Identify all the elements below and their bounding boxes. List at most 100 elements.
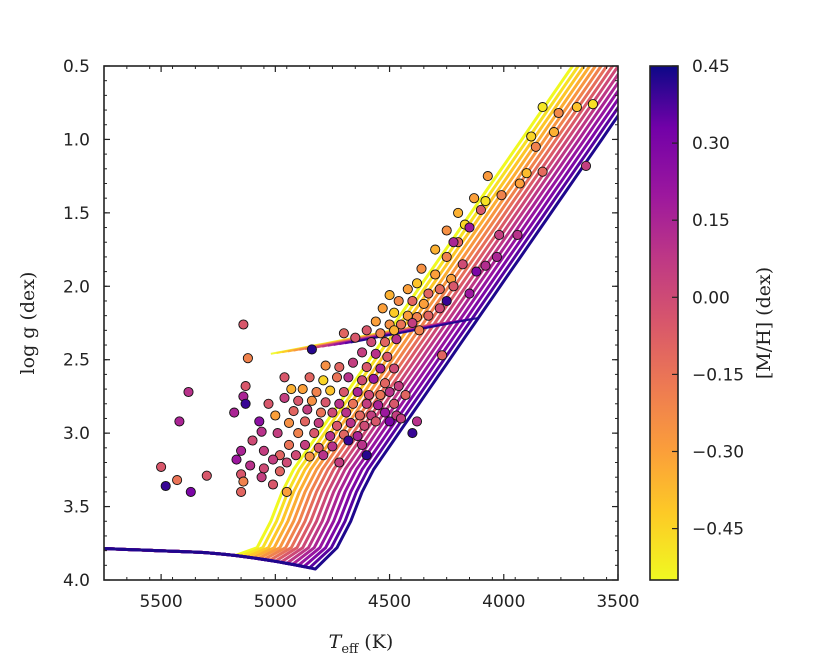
data-point [236, 486, 247, 497]
data-point [375, 328, 386, 339]
data-point [274, 466, 285, 477]
data-point [389, 363, 400, 374]
data-point [361, 362, 372, 373]
data-point [384, 386, 395, 398]
data-point [293, 395, 304, 406]
data-point [494, 229, 505, 240]
isochrone-line [104, 113, 618, 571]
data-point [325, 431, 336, 442]
data-point [416, 263, 427, 274]
data-point [389, 325, 400, 336]
data-point [407, 428, 418, 439]
data-point [437, 350, 448, 361]
data-point [370, 416, 381, 427]
x-tick-label: 4500 [368, 592, 411, 612]
data-point [279, 372, 290, 383]
data-point [430, 269, 441, 280]
data-point [258, 445, 269, 456]
data-point [343, 435, 354, 446]
data-point [331, 420, 343, 431]
data-point [375, 363, 386, 374]
x-tick-label: 4000 [482, 592, 525, 612]
data-point [334, 398, 345, 409]
data-point [402, 284, 413, 295]
data-point [313, 442, 324, 453]
data-point [183, 386, 194, 398]
y-tick-label: 2.5 [63, 351, 90, 371]
data-point [526, 131, 537, 142]
colorbar-ticks: 0.45 0.30 0.15 0.00 −0.15 −0.30 −0.45 [672, 57, 744, 540]
data-point [347, 357, 359, 368]
data-point [338, 386, 349, 398]
data-point [256, 426, 267, 437]
colorbar-tick-label: 0.45 [692, 57, 730, 77]
data-point [315, 407, 327, 418]
data-point [441, 251, 452, 262]
data-point [537, 102, 548, 113]
data-point [304, 372, 315, 383]
y-axis-ticks: 0.5 1.0 1.5 2.0 2.5 3.0 3.5 4.0 [63, 57, 618, 591]
data-point [496, 190, 507, 201]
data-point [411, 278, 423, 289]
data-point [370, 316, 381, 327]
data-point [288, 406, 299, 417]
data-point [354, 410, 365, 421]
x-axis-label-unit: (K) [364, 631, 393, 653]
y-tick-label: 3.5 [63, 498, 90, 518]
colorbar-tick-label: 0.00 [692, 288, 730, 308]
data-point [469, 193, 480, 204]
x-tick-label: 3500 [596, 592, 639, 612]
data-point [240, 398, 251, 409]
data-point [318, 375, 329, 386]
data-point [457, 259, 468, 270]
colorbar-label: [M/H] (dex) [753, 267, 775, 379]
data-point [256, 472, 267, 483]
data-point [281, 457, 292, 468]
data-point [571, 102, 582, 113]
data-point [448, 281, 459, 292]
data-point [201, 470, 212, 481]
data-point [238, 319, 249, 330]
data-point [302, 404, 313, 415]
data-point [379, 407, 391, 418]
data-point [464, 288, 475, 299]
data-point [231, 454, 242, 465]
data-point [229, 407, 240, 418]
data-point [236, 445, 247, 456]
data-point [242, 353, 253, 364]
colorbar-tick-label: −0.45 [692, 520, 744, 540]
data-point [379, 378, 391, 389]
plot-frame [103, 65, 619, 581]
colorbar-tick-label: 0.30 [692, 134, 730, 154]
data-point [361, 325, 372, 336]
y-tick-label: 4.0 [63, 571, 90, 591]
data-point [480, 260, 491, 271]
data-point [411, 416, 423, 427]
data-point [320, 360, 331, 371]
data-point [345, 417, 356, 428]
data-point [270, 410, 281, 421]
x-axis-label-main: T [329, 631, 343, 653]
data-point [407, 295, 418, 307]
data-point [309, 428, 320, 439]
data-point [430, 244, 441, 255]
data-point [327, 407, 338, 418]
data-point [341, 407, 352, 418]
data-point [247, 435, 258, 446]
data-point [172, 475, 183, 486]
y-tick-label: 2.0 [63, 277, 90, 297]
y-tick-label: 3.0 [63, 424, 90, 444]
data-point [279, 392, 290, 403]
data-point [370, 348, 381, 359]
data-point [359, 420, 370, 431]
data-point [391, 334, 402, 345]
data-point [384, 416, 395, 427]
data-point [512, 229, 523, 240]
data-point [384, 290, 395, 301]
data-point [338, 328, 349, 339]
data-point [480, 196, 491, 207]
data-point [357, 347, 368, 358]
data-point [299, 439, 311, 450]
data-point [382, 351, 393, 362]
data-point [283, 417, 295, 428]
